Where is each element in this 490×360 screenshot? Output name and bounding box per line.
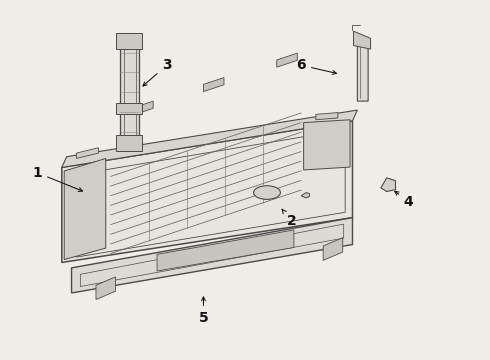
Polygon shape: [381, 178, 395, 192]
Polygon shape: [316, 113, 338, 120]
Polygon shape: [62, 110, 357, 167]
Polygon shape: [353, 31, 370, 49]
Text: 4: 4: [395, 191, 414, 208]
Polygon shape: [323, 238, 343, 260]
Polygon shape: [117, 33, 142, 49]
Polygon shape: [117, 135, 142, 151]
Polygon shape: [301, 193, 310, 198]
Text: 5: 5: [198, 297, 208, 325]
Polygon shape: [157, 230, 294, 271]
Polygon shape: [203, 77, 224, 91]
Text: 2: 2: [282, 209, 296, 228]
Text: 1: 1: [32, 166, 82, 192]
Polygon shape: [117, 103, 142, 114]
Polygon shape: [62, 121, 352, 262]
Polygon shape: [133, 101, 153, 115]
Polygon shape: [121, 39, 139, 146]
Polygon shape: [277, 53, 297, 67]
Polygon shape: [76, 148, 98, 158]
Polygon shape: [96, 277, 116, 300]
Ellipse shape: [253, 186, 280, 199]
Polygon shape: [304, 120, 350, 170]
Polygon shape: [357, 37, 368, 101]
Text: 6: 6: [296, 58, 337, 75]
Polygon shape: [64, 158, 106, 260]
Polygon shape: [72, 218, 352, 293]
Text: 3: 3: [143, 58, 171, 86]
